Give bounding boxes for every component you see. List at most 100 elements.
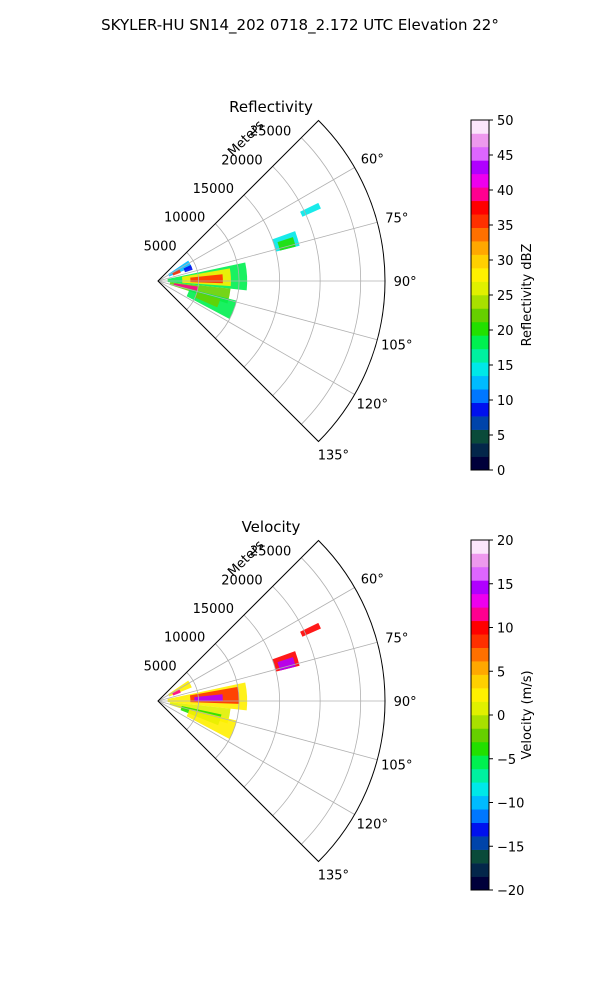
angle-spoke	[157, 167, 355, 282]
range-tick-label: 10000	[164, 211, 205, 226]
reflectivity-panel: Reflectivity 5000 10000 15000 20000 25000 60° 7…	[144, 98, 535, 479]
colorbar-swatch	[471, 160, 489, 175]
range-tick-label: 20000	[221, 153, 262, 168]
colorbar-swatch	[471, 688, 489, 702]
colorbar-swatch	[471, 456, 489, 471]
colorbar-swatch	[471, 553, 489, 568]
colorbar-swatch	[471, 146, 489, 161]
colorbar-swatch	[471, 227, 489, 242]
angle-tick-label: 60°	[361, 152, 384, 167]
range-tick-label: 15000	[193, 602, 234, 617]
colorbar-label: Velocity (m/s)	[520, 670, 535, 759]
colorbar-swatch	[471, 254, 489, 269]
colorbar-tick-label: 5	[497, 429, 505, 444]
angle-spoke	[157, 587, 355, 702]
angle-spoke	[157, 280, 355, 395]
angle-tick-label: 135°	[318, 868, 349, 883]
colorbar-swatch	[471, 375, 489, 390]
figure-title: SKYLER-HU SN14_202 0718_2.172 UTC Elevat…	[101, 16, 499, 34]
echo-region	[186, 708, 237, 740]
angle-tick-label: 105°	[381, 338, 412, 353]
colorbar-swatch	[471, 268, 489, 282]
colorbar-tick-label: 20	[497, 324, 514, 339]
colorbar-swatch	[471, 647, 489, 662]
colorbar-swatch	[471, 443, 489, 457]
range-tick-label: 25000	[250, 545, 291, 560]
colorbar-tick-label: 15	[497, 359, 514, 374]
angle-spoke	[157, 221, 378, 282]
colorbar-swatch	[471, 661, 489, 675]
colorbar-swatch	[471, 133, 489, 148]
colorbar-swatch	[471, 580, 489, 595]
colorbar-swatch	[471, 389, 489, 403]
colorbar-tick-label: 30	[497, 254, 514, 269]
colorbar-swatch	[471, 214, 489, 228]
colorbar-swatch	[471, 620, 489, 635]
colorbar-tick-label: 0	[497, 709, 505, 724]
colorbar-swatch	[471, 308, 489, 323]
colorbar-swatch	[471, 809, 489, 823]
colorbar-tick-label: 20	[497, 534, 514, 549]
echo-region	[277, 237, 296, 251]
angle-tick-label: 90°	[394, 695, 417, 710]
panel-title: Reflectivity	[229, 98, 313, 116]
colorbar-tick-label: 15	[497, 578, 514, 593]
colorbar-swatch	[471, 674, 489, 689]
echo-region	[173, 283, 199, 291]
colorbar-swatch	[471, 362, 489, 377]
colorbar-tick-label: 50	[497, 114, 514, 129]
colorbar-swatch	[471, 822, 489, 837]
colorbar-tick-label: 10	[497, 622, 514, 637]
range-tick-label: 25000	[250, 125, 291, 140]
echo-region	[172, 689, 181, 696]
colorbar-swatch	[471, 429, 489, 444]
colorbar-swatch	[471, 566, 489, 581]
colorbar-tick-label: 45	[497, 149, 514, 164]
colorbar-tick-label: −15	[497, 840, 524, 855]
colorbar-tick-label: 25	[497, 289, 514, 304]
colorbar-swatch	[471, 593, 489, 608]
colorbar-tick-label: 35	[497, 219, 514, 234]
angle-tick-label: 120°	[357, 398, 388, 413]
colorbar-swatch	[471, 876, 489, 891]
colorbar-tick-label: 40	[497, 184, 514, 199]
colorbar-swatch	[471, 728, 489, 743]
colorbar-tick-label: −10	[497, 797, 524, 812]
angle-tick-label: 105°	[381, 758, 412, 773]
colorbar-tick-label: 10	[497, 394, 514, 409]
colorbar-swatch	[471, 416, 489, 430]
range-tick-label: 5000	[144, 239, 177, 254]
colorbar-swatch	[471, 849, 489, 864]
colorbar-swatch	[471, 281, 489, 296]
colorbar-swatch	[471, 321, 489, 336]
colorbar-swatch	[471, 402, 489, 417]
angle-tick-label: 90°	[394, 275, 417, 290]
angle-tick-label: 120°	[357, 818, 388, 833]
colorbar-swatch	[471, 187, 489, 202]
panel-title: Velocity	[242, 518, 301, 536]
colorbar-label: Reflectivity dBZ	[520, 244, 535, 347]
angle-tick-label: 75°	[385, 632, 408, 647]
colorbar-swatch	[471, 241, 489, 255]
velocity-panel: Velocity 5000 10000 15000 20000 25000 60° 75° 90…	[144, 518, 535, 899]
angle-tick-label: 60°	[361, 572, 384, 587]
colorbar-swatch	[471, 768, 489, 783]
colorbar-swatch	[471, 795, 489, 810]
echo-region	[195, 292, 221, 308]
colorbar-tick-label: 0	[497, 464, 505, 479]
echo-region	[277, 657, 296, 671]
colorbar-swatch	[471, 836, 489, 850]
colorbar-swatch	[471, 173, 489, 188]
colorbar-tick-label: 5	[497, 665, 505, 680]
echo-region	[194, 694, 223, 701]
colorbar-swatch	[471, 715, 489, 729]
colorbar-swatch	[471, 540, 489, 554]
angle-tick-label: 75°	[385, 212, 408, 227]
angle-tick-label: 135°	[318, 448, 349, 463]
colorbar-tick-label: −5	[497, 753, 516, 768]
colorbar-swatch	[471, 782, 489, 797]
range-tick-label: 10000	[164, 631, 205, 646]
range-tick-label: 20000	[221, 573, 262, 588]
colorbar-swatch	[471, 607, 489, 622]
range-tick-label: 15000	[193, 182, 234, 197]
